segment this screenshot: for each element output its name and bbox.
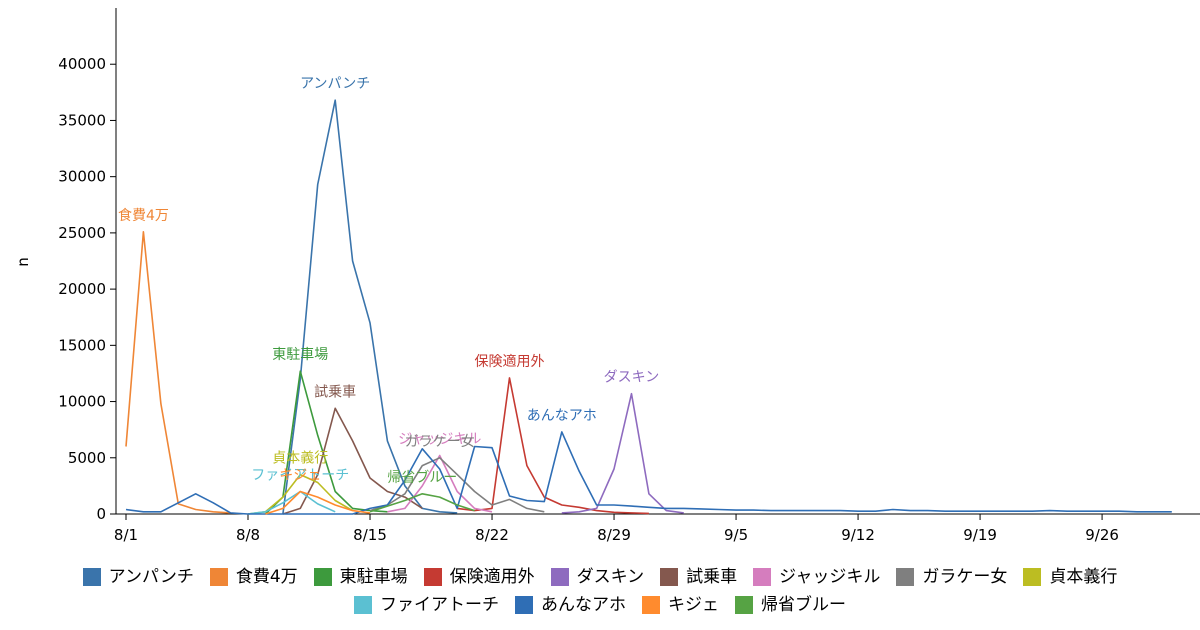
legend-label: 食費4万: [235, 567, 298, 587]
series-line-9: [247, 490, 336, 515]
y-tick-label: 40000: [58, 55, 106, 73]
legend-item-11[interactable]: キジェ: [642, 594, 719, 616]
series-annotation-11: キジェ: [279, 468, 321, 484]
y-axis: 0 5000 10000 15000 20000 25000 30000 35000 40000: [58, 8, 117, 523]
legend-item-0[interactable]: アンパンチ: [82, 566, 194, 588]
legend: アンパンチ 食費4万 東駐車場 保険適用外 ダスキン 試乗車 ジャッジキル ガラケー女 貞本義行…: [0, 566, 1200, 616]
series-annotation-10: あんなアホ: [527, 408, 597, 424]
legend-item-2[interactable]: 東駐車場: [313, 566, 408, 588]
legend-item-7[interactable]: ガラケー女: [896, 566, 1007, 588]
x-tick-label: 8/15: [353, 526, 387, 544]
x-tick-label: 8/1: [114, 526, 138, 544]
y-tick-label: 25000: [58, 224, 106, 242]
series-line-6: [387, 454, 493, 513]
legend-swatch: [896, 568, 915, 586]
legend-label: 東駐車場: [339, 567, 408, 587]
series-annotation-2: 東駐車場: [272, 346, 328, 363]
series-line-1: [125, 231, 231, 514]
legend-swatch: [735, 596, 753, 614]
series-annotation-4: ダスキン: [604, 370, 660, 386]
legend-label: ダスキン: [576, 567, 645, 587]
y-tick-label: 30000: [58, 168, 106, 186]
series-line-0: [282, 99, 458, 515]
legend-item-5[interactable]: 試乗車: [660, 566, 737, 588]
legend-label: 帰省ブルー: [761, 595, 846, 615]
x-tick-label: 8/22: [475, 526, 509, 544]
legend-swatch: [82, 568, 101, 586]
legend-item-4[interactable]: ダスキン: [550, 566, 645, 588]
y-axis-label: n: [14, 257, 32, 267]
legend-item-9[interactable]: ファイアトーチ: [354, 594, 499, 616]
series-annotation-6: ジャッジキル: [398, 432, 481, 448]
legend-label: ファイアトーチ: [380, 595, 499, 615]
y-tick-label: 5000: [68, 449, 106, 467]
legend-swatch: [1023, 568, 1042, 586]
legend-item-3[interactable]: 保険適用外: [423, 566, 535, 588]
y-tick-label: 20000: [58, 280, 106, 298]
legend-swatch: [550, 568, 569, 586]
y-tick-label: 0: [96, 505, 106, 523]
series-annotation-5: 試乗車: [314, 383, 356, 400]
legend-swatch: [642, 596, 660, 614]
series-annotation-0: アンパンチ: [300, 76, 370, 92]
series-annotation-9: ファイアトーチ: [251, 468, 349, 484]
series-line-12: [369, 492, 475, 513]
legend-label: ジャッジキル: [779, 567, 881, 587]
x-tick-label: 8/8: [236, 526, 260, 544]
x-tick-label: 9/12: [841, 526, 875, 544]
y-tick-label: 10000: [58, 393, 106, 411]
series-annotation-8: 貞本義行: [272, 450, 328, 467]
x-tick-label: 8/29: [597, 526, 631, 544]
series-line-11: [265, 490, 371, 515]
series-line-2: [264, 370, 388, 515]
x-tick-label: 9/5: [724, 526, 748, 544]
legend-item-6[interactable]: ジャッジキル: [753, 566, 880, 588]
y-tick-label: 35000: [58, 111, 106, 129]
line-chart: 0 5000 10000 15000 20000 25000 30000 35000 40000…: [14, 8, 1200, 544]
legend-swatch: [209, 568, 228, 586]
x-tick-label: 9/19: [963, 526, 997, 544]
series-line-3: [457, 377, 649, 515]
series-annotation-1: 食費4万: [118, 207, 169, 224]
legend-label: 保険適用外: [449, 567, 535, 587]
legend-swatch: [753, 568, 772, 586]
legend-item-10[interactable]: あんなアホ: [515, 594, 626, 616]
legend-swatch: [313, 568, 332, 586]
series-line-5: [282, 407, 423, 515]
legend-label: ガラケー女: [922, 567, 1008, 587]
series-annotation-12: 帰省ブルー: [387, 469, 457, 486]
x-axis: 8/1 8/8 8/15 8/22 8/29 9/5 9/12 9/19 9/26: [114, 513, 1200, 544]
legend-label: 貞本義行: [1049, 567, 1118, 587]
series-annotation-3: 保険適用外: [474, 353, 544, 370]
legend-item-1[interactable]: 食費4万: [209, 566, 298, 588]
legend-label: あんなアホ: [541, 595, 626, 615]
series-line-10: [125, 431, 1172, 515]
series-layer: [125, 99, 1172, 515]
y-tick-label: 15000: [58, 336, 106, 354]
legend-swatch: [515, 596, 533, 614]
legend-label: キジェ: [668, 595, 719, 615]
legend-item-8[interactable]: 貞本義行: [1023, 566, 1117, 588]
legend-swatch: [354, 596, 372, 614]
series-line-7: [369, 456, 545, 513]
legend-label: 試乗車: [686, 567, 738, 587]
series-annotation-7: ガラケー女: [405, 433, 475, 450]
legend-label: アンパンチ: [108, 567, 194, 587]
legend-item-12[interactable]: 帰省ブルー: [735, 594, 846, 616]
legend-swatch: [660, 568, 679, 586]
x-tick-label: 9/26: [1085, 526, 1119, 544]
legend-swatch: [423, 568, 442, 586]
